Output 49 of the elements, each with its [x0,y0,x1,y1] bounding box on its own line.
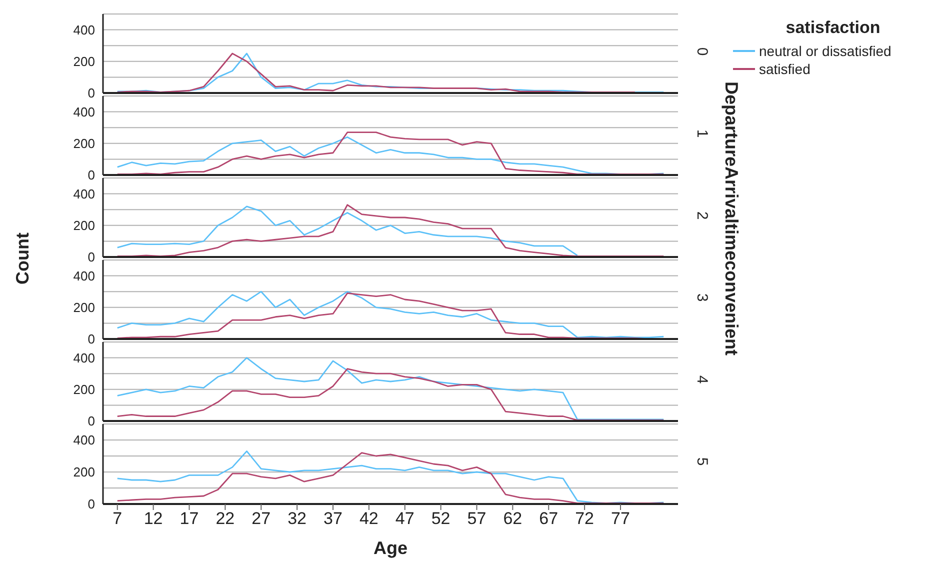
x-tick-label: 72 [575,509,594,528]
y-tick-label: 200 [73,300,95,316]
line-series [116,206,578,256]
y-tick-label: 400 [73,432,95,448]
x-tick-label: 17 [180,509,199,528]
x-tick-label: 12 [144,509,163,528]
y-tick-label: 200 [73,136,95,152]
y-tick-label: 0 [88,414,95,429]
y-tick-label: 0 [88,86,95,101]
y2-axis-title: 5 [694,456,710,466]
y-tick-label: 400 [73,186,95,202]
y-tick-label: 200 [73,54,95,70]
x-tick-label: 22 [216,509,235,528]
y2-axis-title: 1 [694,128,710,138]
x-tick-label: 27 [252,509,271,528]
line-series [116,204,664,257]
legend-title: satisfaction [784,18,882,38]
y-tick-label: 200 [73,218,95,234]
y-tick-label: 200 [73,382,95,398]
y-tick-label: 0 [88,496,95,512]
y2-axis-title: 4 [694,374,710,384]
y-tick-label: 0 [88,332,95,347]
y-tick-label: 200 [73,464,95,480]
y-tick-label: 400 [73,104,95,120]
y-tick-label: 400 [73,268,95,284]
x-tick-label: 62 [503,509,522,528]
x-tick-label: 67 [539,509,558,528]
x-tick-label: 42 [359,509,378,528]
line-series [116,368,664,421]
y-tick-label: 400 [73,22,95,38]
legend-label: satisfied [759,60,810,78]
x-tick-label: 57 [467,509,486,528]
x-tick-label: 52 [431,509,450,528]
y-tick-label: 0 [88,250,95,265]
text: DepartureArrivaltimeconvenient [720,80,742,356]
line-series [116,357,664,420]
x-axis-title: Age [372,538,408,559]
y-tick-label: 0 [88,168,95,183]
y2-axis-title: 2 [694,210,710,220]
x-tick-label: 47 [395,509,414,528]
y2-axis-title: 0 [694,46,710,56]
y-tick-label: 400 [73,350,95,366]
y-axis-title: Count [12,232,34,284]
y2-axis-title: 3 [694,292,710,302]
x-tick-label: 7 [112,509,122,528]
x-tick-label: 77 [611,509,630,528]
x-tick-label: 32 [288,509,307,528]
legend-label: neutral or dissatisfied [759,42,892,60]
x-tick-label: 37 [324,509,342,528]
